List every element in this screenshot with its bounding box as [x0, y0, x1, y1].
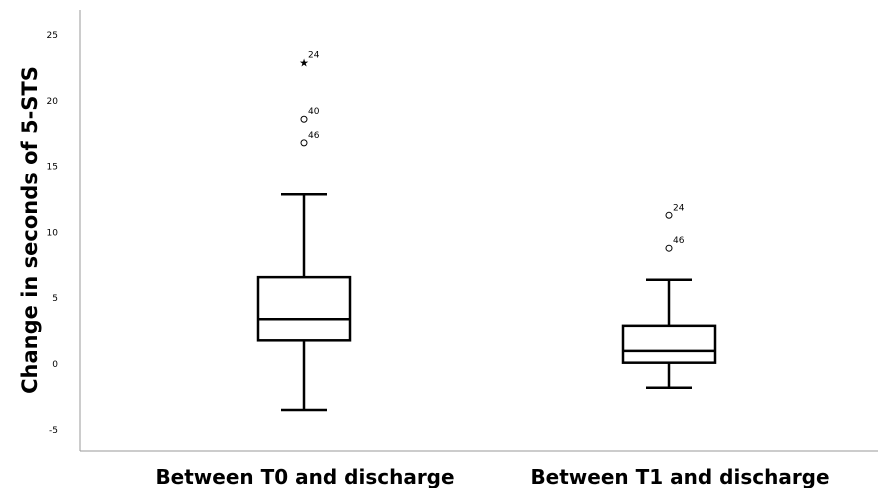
- iqr-box: [256, 275, 352, 342]
- outlier-circle-marker: [300, 139, 308, 147]
- outlier-label: 24: [673, 203, 685, 213]
- y-tick-label: 10: [47, 228, 59, 238]
- axes: [79, 10, 878, 452]
- y-tick-label: 25: [47, 31, 58, 41]
- y-tick-label: 0: [52, 360, 58, 370]
- iqr-box: [621, 324, 717, 364]
- y-tick-label: 20: [47, 97, 59, 107]
- box-group: [256, 192, 352, 412]
- y-ticks: -5 0 5 10 15 20 25: [47, 31, 59, 436]
- boxes: [256, 192, 717, 412]
- outlier-star-marker: ★: [299, 57, 309, 70]
- outlier-circle-marker: [665, 244, 673, 252]
- box-group: [621, 278, 717, 389]
- outlier-label: 46: [308, 131, 320, 141]
- y-tick-label: 15: [47, 163, 58, 173]
- outlier-circle-marker: [300, 115, 308, 123]
- category-label-t0: Between T0 and discharge: [155, 465, 454, 488]
- outlier-label: 24: [308, 51, 320, 61]
- outlier-label: 40: [308, 107, 320, 117]
- y-tick-label: -5: [49, 426, 58, 436]
- y-tick-label: 5: [52, 294, 58, 304]
- outlier-circle-marker: [665, 211, 673, 219]
- outlier-label: 46: [673, 236, 685, 246]
- category-label-t1: Between T1 and discharge: [530, 465, 829, 488]
- y-axis-label: Change in seconds of 5-STS: [18, 66, 42, 394]
